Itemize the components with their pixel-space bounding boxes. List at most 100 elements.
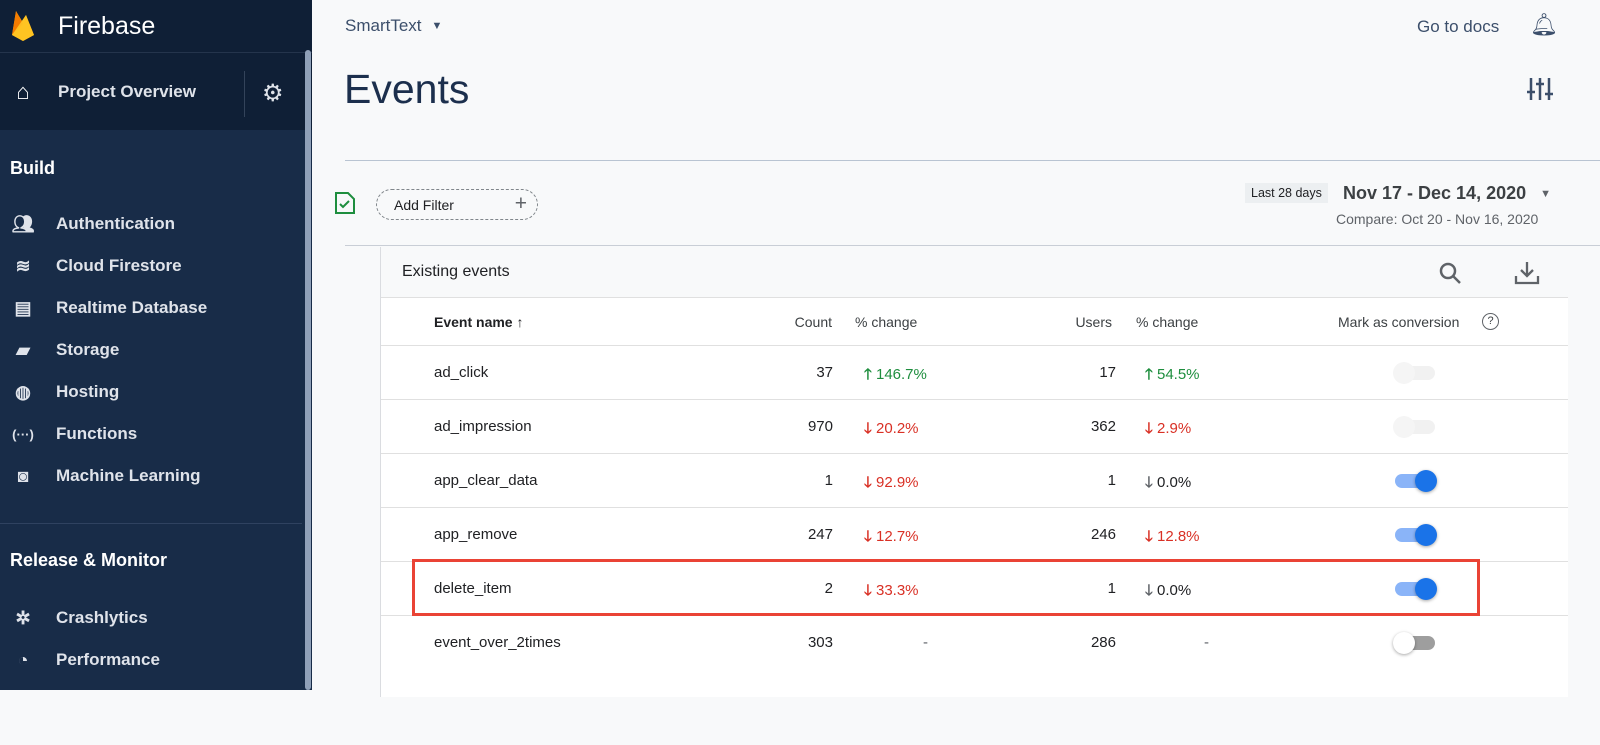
- users-change: 🡑 54.5%: [1145, 364, 1200, 389]
- count-change: 🡓 92.9%: [864, 472, 919, 497]
- sidebar-item-storage[interactable]: ▰ Storage: [0, 329, 312, 371]
- sidebar-item-label: Storage: [56, 340, 120, 359]
- home-icon: ⌂: [16, 78, 30, 104]
- sidebar-item-label: Realtime Database: [56, 298, 208, 317]
- count: 37: [816, 364, 833, 381]
- count-change: 🡓 33.3%: [864, 580, 919, 605]
- project-overview-link[interactable]: Project Overview: [58, 81, 196, 101]
- firebase-logo-icon: [12, 11, 34, 41]
- table-row[interactable]: event_over_2times 303 - 286 -: [381, 615, 1568, 669]
- divider: [0, 523, 302, 524]
- arrow-down-icon: 🡓: [1145, 420, 1153, 437]
- project-name: SmartText: [345, 16, 422, 35]
- crashlytics-icon: ✲: [15, 607, 31, 628]
- sidebar-item-authentication[interactable]: 👥︎ Authentication: [0, 203, 312, 245]
- sidebar-item-label: Authentication: [56, 214, 175, 233]
- sidebar: Firebase ⌂ Project Overview ⚙ Build 👥︎ Au…: [0, 0, 312, 690]
- sidebar-item-cloud-firestore[interactable]: ≋ Cloud Firestore: [0, 245, 312, 287]
- conversion-toggle: [1393, 416, 1437, 438]
- users: 286: [1090, 634, 1116, 651]
- sidebar-item-machine-learning[interactable]: ◙ Machine Learning: [0, 455, 312, 497]
- bell-icon[interactable]: 🔔︎: [1530, 12, 1558, 37]
- count: 1: [824, 472, 833, 489]
- people-icon: 👥︎: [11, 213, 35, 234]
- users-change-value: 0.0%: [1156, 582, 1192, 599]
- column-header-users[interactable]: Users: [1075, 314, 1112, 330]
- chevron-down-icon: ▼: [431, 20, 443, 32]
- events-table-card: Existing events Event name ↑ Count % cha…: [380, 247, 1568, 697]
- main-content: SmartText ▼ Go to docs 🔔︎ Events Add Fil…: [312, 0, 1600, 697]
- divider: [345, 245, 1600, 246]
- sidebar-item-label: Hosting: [56, 382, 120, 401]
- search-icon[interactable]: [1438, 261, 1462, 285]
- add-filter-button[interactable]: Add Filter +: [376, 189, 538, 220]
- highlight-box: [412, 559, 1480, 616]
- arrow-up-icon: 🡑: [1145, 366, 1153, 383]
- column-header-count[interactable]: Count: [794, 314, 832, 330]
- compare-range: Compare: Oct 20 - Nov 16, 2020: [1336, 211, 1539, 227]
- table-row[interactable]: ad_click 37 🡑 146.7% 17 🡑 54.5%: [381, 345, 1568, 399]
- arrow-down-icon: 🡓: [864, 474, 872, 491]
- storage-icon: ▰: [16, 339, 30, 360]
- performance-icon: ◔: [17, 649, 29, 670]
- arrow-down-icon: 🡓: [864, 528, 872, 545]
- plus-icon: +: [514, 192, 527, 215]
- column-header-users-change[interactable]: % change: [1136, 314, 1199, 330]
- users-change-value: 0.0%: [1156, 474, 1192, 491]
- arrow-down-icon: 🡓: [864, 420, 872, 437]
- users-change: 🡓 12.8%: [1145, 526, 1200, 551]
- section-build: Build: [10, 158, 55, 178]
- event-name: ad_impression: [434, 418, 532, 435]
- event-name: delete_item: [434, 580, 512, 597]
- users: 1: [1107, 580, 1116, 597]
- go-to-docs-link[interactable]: Go to docs: [1417, 17, 1500, 36]
- sidebar-item-crashlytics[interactable]: ✲ Crashlytics: [0, 597, 312, 639]
- project-selector[interactable]: SmartText ▼: [345, 16, 442, 36]
- count: 2: [824, 580, 833, 597]
- conversion-toggle[interactable]: [1393, 470, 1437, 492]
- users: 1: [1107, 472, 1116, 489]
- table-title: Existing events: [402, 263, 510, 280]
- robot-icon: ◙: [17, 465, 29, 486]
- date-range: Nov 17 - Dec 14, 2020: [1343, 183, 1527, 203]
- arrow-up-icon: 🡑: [864, 366, 872, 383]
- users-change: 🡓 0.0%: [1145, 472, 1191, 497]
- column-header-event-name[interactable]: Event name ↑: [434, 314, 523, 330]
- sidebar-item-performance[interactable]: ◔ Performance: [0, 639, 312, 681]
- table-row[interactable]: app_remove 247 🡓 12.7% 246 🡓 12.8%: [381, 507, 1568, 561]
- conversion-toggle[interactable]: [1393, 632, 1437, 654]
- column-header-count-change[interactable]: % change: [855, 314, 918, 330]
- count-change-value: 12.7%: [875, 528, 919, 545]
- sidebar-item-label: Performance: [56, 650, 160, 669]
- help-icon[interactable]: ?: [1482, 313, 1499, 330]
- table-row[interactable]: app_clear_data 1 🡓 92.9% 1 🡓 0.0%: [381, 453, 1568, 507]
- brand[interactable]: Firebase: [0, 0, 312, 52]
- download-icon[interactable]: [1514, 260, 1540, 286]
- users: 246: [1090, 526, 1116, 543]
- gear-icon[interactable]: ⚙: [262, 80, 284, 107]
- page-title: Events: [344, 66, 470, 112]
- event-name: event_over_2times: [434, 634, 561, 651]
- arrow-down-icon: 🡓: [1145, 582, 1153, 599]
- saved-comparison-icon[interactable]: [334, 191, 356, 215]
- table-toolbar: Existing events: [381, 247, 1568, 298]
- divider: [345, 160, 1600, 161]
- count-change-value: 20.2%: [875, 420, 919, 437]
- date-range-selector[interactable]: Nov 17 - Dec 14, 2020 ▼: [1343, 183, 1551, 204]
- customize-icon[interactable]: [1527, 76, 1553, 102]
- sidebar-item-functions[interactable]: (···) Functions: [0, 413, 312, 455]
- conversion-toggle[interactable]: [1393, 578, 1437, 600]
- table-row[interactable]: ad_impression 970 🡓 20.2% 362 🡓 2.9%: [381, 399, 1568, 453]
- sidebar-item-realtime-database[interactable]: ▤ Realtime Database: [0, 287, 312, 329]
- sidebar-scrollbar[interactable]: [305, 50, 311, 690]
- event-name: app_clear_data: [434, 472, 538, 489]
- users: 17: [1099, 364, 1116, 381]
- sidebar-item-hosting[interactable]: ◍ Hosting: [0, 371, 312, 413]
- count-change: -: [923, 634, 928, 651]
- count-change-value: 146.7%: [875, 366, 927, 383]
- conversion-toggle[interactable]: [1393, 524, 1437, 546]
- users-change: 🡓 0.0%: [1145, 580, 1191, 605]
- arrow-down-icon: 🡓: [864, 582, 872, 599]
- users-change-value: -: [1204, 634, 1209, 651]
- count-change: 🡓 12.7%: [864, 526, 919, 551]
